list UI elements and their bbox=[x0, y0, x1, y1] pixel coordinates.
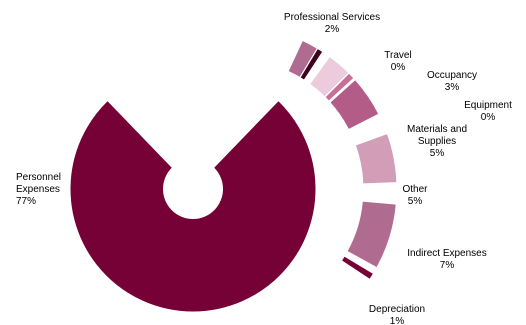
pie-slices bbox=[69, 39, 398, 313]
label-indirect-expenses: Indirect Expenses 7% bbox=[407, 248, 487, 271]
label-line: Equipment bbox=[464, 100, 512, 111]
slice-other bbox=[354, 132, 398, 185]
label-line: 5% bbox=[408, 196, 423, 207]
label-occupancy: Occupancy 3% bbox=[427, 70, 477, 93]
label-line: 0% bbox=[481, 112, 496, 123]
label-line: Supplies bbox=[418, 136, 456, 147]
label-line: Materials and bbox=[407, 124, 467, 135]
donut-hole bbox=[163, 159, 223, 219]
label-materials-and-supplies: Materials and Supplies 5% bbox=[407, 124, 467, 159]
label-line: 5% bbox=[430, 148, 445, 159]
pie-labels: Personnel Expenses 77% Professional Service… bbox=[16, 12, 512, 325]
label-line: 2% bbox=[325, 24, 340, 35]
label-equipment: Equipment 0% bbox=[464, 100, 512, 123]
label-line: 77% bbox=[16, 196, 36, 207]
label-line: Expenses bbox=[16, 184, 60, 195]
label-personnel-expenses: Personnel Expenses 77% bbox=[16, 172, 61, 207]
label-line: Travel bbox=[384, 50, 411, 61]
label-line: 3% bbox=[445, 82, 460, 93]
slice-indirect-expenses bbox=[346, 200, 397, 269]
label-line: Depreciation bbox=[369, 304, 425, 315]
slice-depreciation bbox=[340, 255, 375, 281]
label-line: Professional Services bbox=[284, 12, 380, 23]
label-line: Other bbox=[402, 184, 428, 195]
label-travel: Travel 0% bbox=[384, 50, 411, 73]
label-line: 7% bbox=[440, 260, 455, 271]
slice-equipment bbox=[324, 72, 355, 102]
label-line: 1% bbox=[390, 316, 405, 325]
slice-travel bbox=[299, 47, 324, 81]
label-professional-services: Professional Services 2% bbox=[284, 12, 380, 35]
label-line: Occupancy bbox=[427, 70, 477, 81]
label-line: 0% bbox=[391, 62, 406, 73]
label-other: Other 5% bbox=[402, 184, 428, 207]
label-line: Indirect Expenses bbox=[407, 248, 487, 259]
label-depreciation: Depreciation 1% bbox=[369, 304, 425, 325]
label-line: Personnel bbox=[16, 172, 61, 183]
slice-materials-and-supplies bbox=[329, 78, 380, 131]
